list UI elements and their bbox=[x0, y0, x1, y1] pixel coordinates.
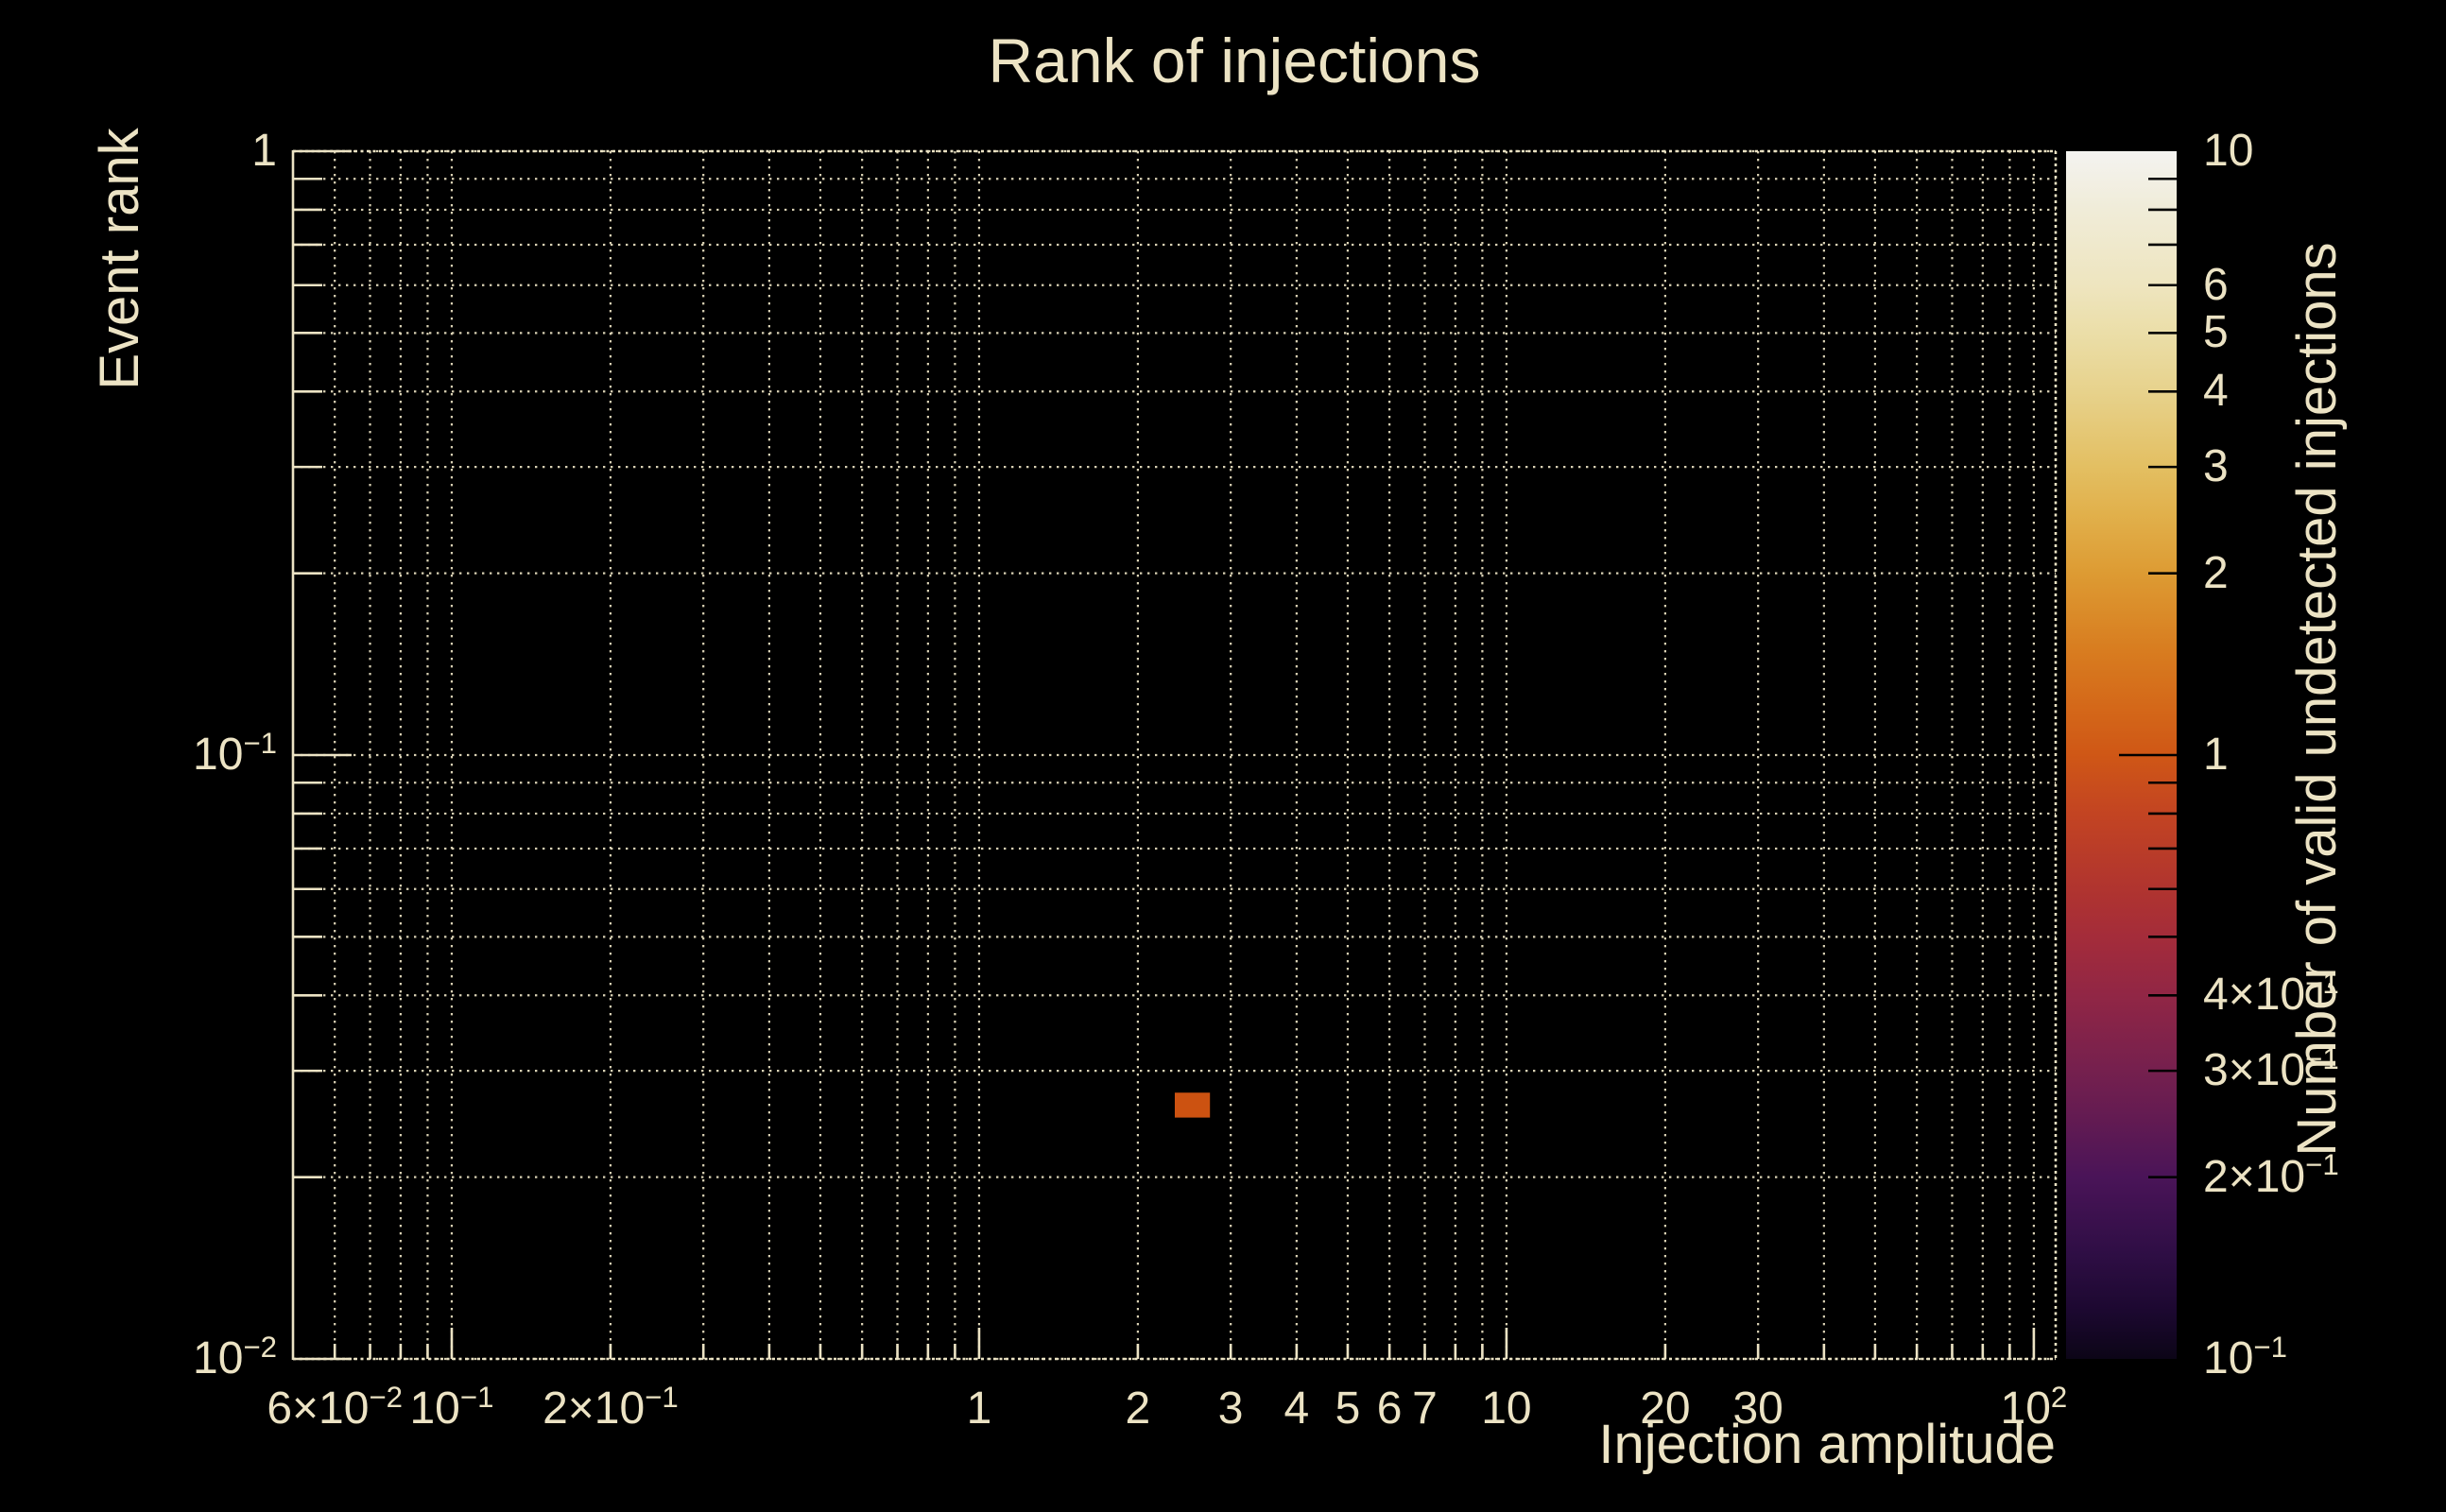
y-tick-label: 10−1 bbox=[193, 729, 277, 780]
x-tick-label: 10 bbox=[1481, 1386, 1531, 1432]
colorbar-tick-label-base: 4×10 bbox=[2203, 970, 2306, 1021]
colorbar-tick-label: 6 bbox=[2203, 259, 2229, 310]
x-tick-label: 20 bbox=[1640, 1386, 1690, 1432]
x-tick-label: 5 bbox=[1335, 1386, 1361, 1432]
colorbar-tick-label: 4 bbox=[2203, 369, 2229, 414]
x-tick-label: 1 bbox=[967, 1386, 992, 1432]
colorbar-tick-label: 1 bbox=[2203, 732, 2229, 778]
y-tick-label: 10−2 bbox=[193, 1332, 277, 1383]
x-tick-label: 2 bbox=[1126, 1386, 1151, 1432]
y-tick-label-base: 10 bbox=[193, 730, 244, 780]
x-tick-label-base: 20 bbox=[1640, 1383, 1691, 1434]
x-tick-label-exponent: −1 bbox=[459, 1380, 494, 1414]
y-tick-label-exponent: −2 bbox=[243, 1330, 277, 1364]
colorbar-tick-label-base: 4 bbox=[2203, 366, 2229, 417]
colorbar-tick-label: 10−1 bbox=[2203, 1332, 2287, 1383]
x-tick-label-base: 2 bbox=[1125, 1383, 1151, 1434]
x-tick-label: 6 bbox=[1377, 1386, 1403, 1432]
y-axis-label: Event rank bbox=[89, 128, 150, 390]
colorbar-tick-label: 2 bbox=[2203, 547, 2229, 598]
x-tick-label-base: 10 bbox=[1481, 1383, 1532, 1434]
colorbar-ticks bbox=[2119, 177, 2177, 1178]
x-tick-label-base: 5 bbox=[1335, 1383, 1361, 1434]
colorbar-tick-label-base: 10 bbox=[2203, 126, 2254, 176]
x-tick-label-base: 4 bbox=[1283, 1383, 1310, 1434]
y-tick-label-exponent: −1 bbox=[243, 726, 277, 760]
gridlines bbox=[293, 149, 2056, 1361]
y-tick-label-base: 1 bbox=[251, 126, 277, 176]
y-tick-label: 1 bbox=[251, 129, 277, 174]
x-tick-label: 30 bbox=[1732, 1386, 1783, 1432]
x-tick-label-base: 7 bbox=[1412, 1383, 1438, 1434]
colorbar-tick-label: 3×10−1 bbox=[2203, 1044, 2339, 1096]
colorbar-tick-label: 3 bbox=[2203, 444, 2229, 490]
x-tick-label: 3 bbox=[1218, 1386, 1244, 1432]
colorbar-tick-label-exponent: −1 bbox=[2305, 967, 2339, 1001]
colorbar-tick-label-base: 2 bbox=[2203, 547, 2229, 598]
colorbar-tick-label-base: 10 bbox=[2203, 1333, 2254, 1383]
x-tick-label: 7 bbox=[1412, 1386, 1438, 1432]
x-tick-label-exponent: 2 bbox=[2050, 1380, 2068, 1414]
chart-title: Rank of injections bbox=[988, 26, 1481, 95]
axis-ticks bbox=[293, 149, 2036, 1361]
colorbar-tick-label-base: 3 bbox=[2203, 441, 2229, 492]
x-tick-label-base: 10 bbox=[2000, 1383, 2051, 1434]
x-tick-label: 6×10−2 bbox=[267, 1383, 403, 1434]
x-tick-label-base: 6×10 bbox=[267, 1383, 370, 1434]
colorbar-tick-label-base: 3×10 bbox=[2203, 1045, 2306, 1096]
x-tick-label-base: 3 bbox=[1217, 1383, 1244, 1434]
x-tick-label-exponent: −2 bbox=[369, 1380, 404, 1414]
x-tick-label: 10−1 bbox=[409, 1383, 493, 1434]
x-tick-label-base: 6 bbox=[1376, 1383, 1403, 1434]
x-tick-label: 2×10−1 bbox=[543, 1383, 679, 1434]
x-tick-label-base: 1 bbox=[966, 1383, 992, 1434]
colorbar-tick-label-exponent: −1 bbox=[2305, 1041, 2339, 1075]
colorbar-tick-label-base: 2×10 bbox=[2203, 1151, 2306, 1202]
x-tick-label-base: 10 bbox=[409, 1383, 460, 1434]
colorbar-tick-label-base: 5 bbox=[2203, 307, 2229, 358]
x-axis-label: Injection amplitude bbox=[1598, 1414, 2056, 1475]
colorbar-tick-label: 5 bbox=[2203, 310, 2229, 355]
x-tick-label: 4 bbox=[1284, 1386, 1310, 1432]
y-tick-label-base: 10 bbox=[193, 1333, 244, 1383]
colorbar-tick-label: 2×10−1 bbox=[2203, 1150, 2339, 1202]
x-tick-label-base: 30 bbox=[1732, 1383, 1783, 1434]
colorbar-tick-label-exponent: −1 bbox=[2253, 1330, 2287, 1364]
colorbar-tick-label-base: 6 bbox=[2203, 259, 2229, 310]
colorbar-tick-label: 10 bbox=[2203, 129, 2253, 174]
x-tick-label: 102 bbox=[2000, 1383, 2068, 1434]
colorbar-tick-label-exponent: −1 bbox=[2305, 1148, 2339, 1182]
colorbar-tick-label-base: 1 bbox=[2203, 730, 2229, 780]
x-tick-label-exponent: −1 bbox=[645, 1380, 679, 1414]
colorbar-tick-label: 4×10−1 bbox=[2203, 969, 2339, 1021]
x-tick-label-base: 2×10 bbox=[543, 1383, 646, 1434]
heatmap-bin bbox=[1174, 1092, 1211, 1118]
